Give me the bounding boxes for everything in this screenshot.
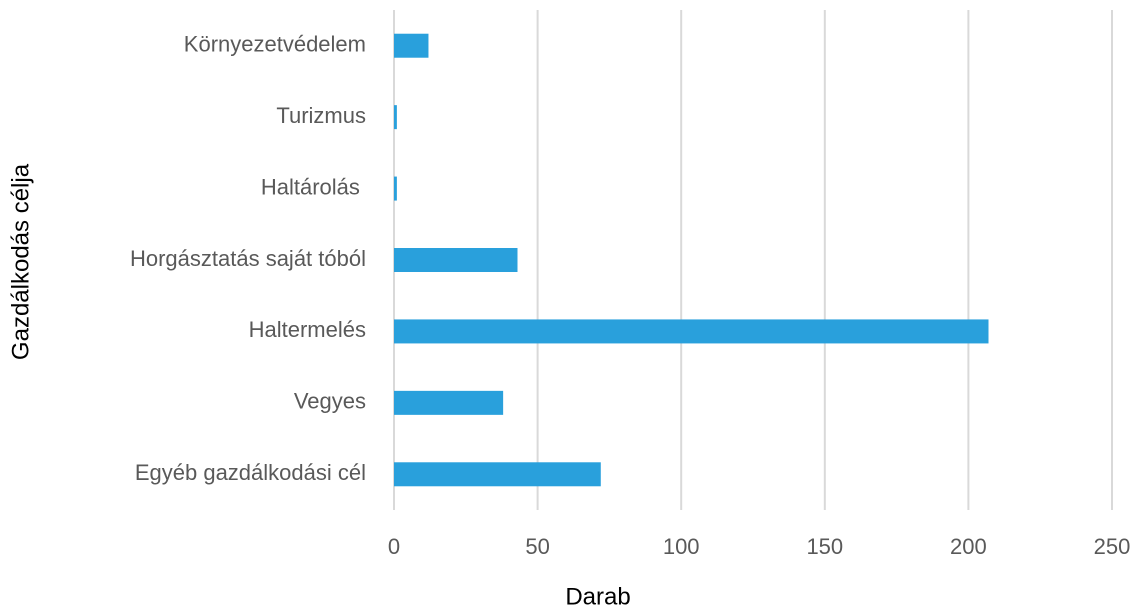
y-tick-label: Horgásztatás saját tóból: [130, 246, 366, 271]
y-tick-label: Turizmus: [276, 103, 366, 128]
x-tick-label: 250: [1094, 534, 1131, 559]
x-axis-title: Darab: [565, 583, 630, 610]
y-tick-label: Haltárolás: [261, 174, 366, 199]
bar: [394, 390, 504, 415]
bar: [394, 462, 601, 487]
x-tick-label: 100: [663, 534, 700, 559]
y-tick-label: Vegyes: [294, 389, 366, 414]
x-tick-label: 0: [388, 534, 400, 559]
y-axis-title: Gazdálkodás célja: [7, 163, 34, 360]
x-tick-label: 200: [950, 534, 987, 559]
y-tick-label: Egyéb gazdálkodási cél: [135, 460, 366, 485]
bar: [394, 105, 397, 130]
bar: [394, 319, 989, 344]
bar: [394, 33, 429, 58]
y-tick-label: Környezetvédelem: [184, 32, 366, 57]
y-tick-label: Haltermelés: [249, 317, 366, 342]
bar: [394, 176, 397, 201]
x-tick-label: 50: [525, 534, 549, 559]
x-tick-label: 150: [806, 534, 843, 559]
bar: [394, 248, 518, 272]
